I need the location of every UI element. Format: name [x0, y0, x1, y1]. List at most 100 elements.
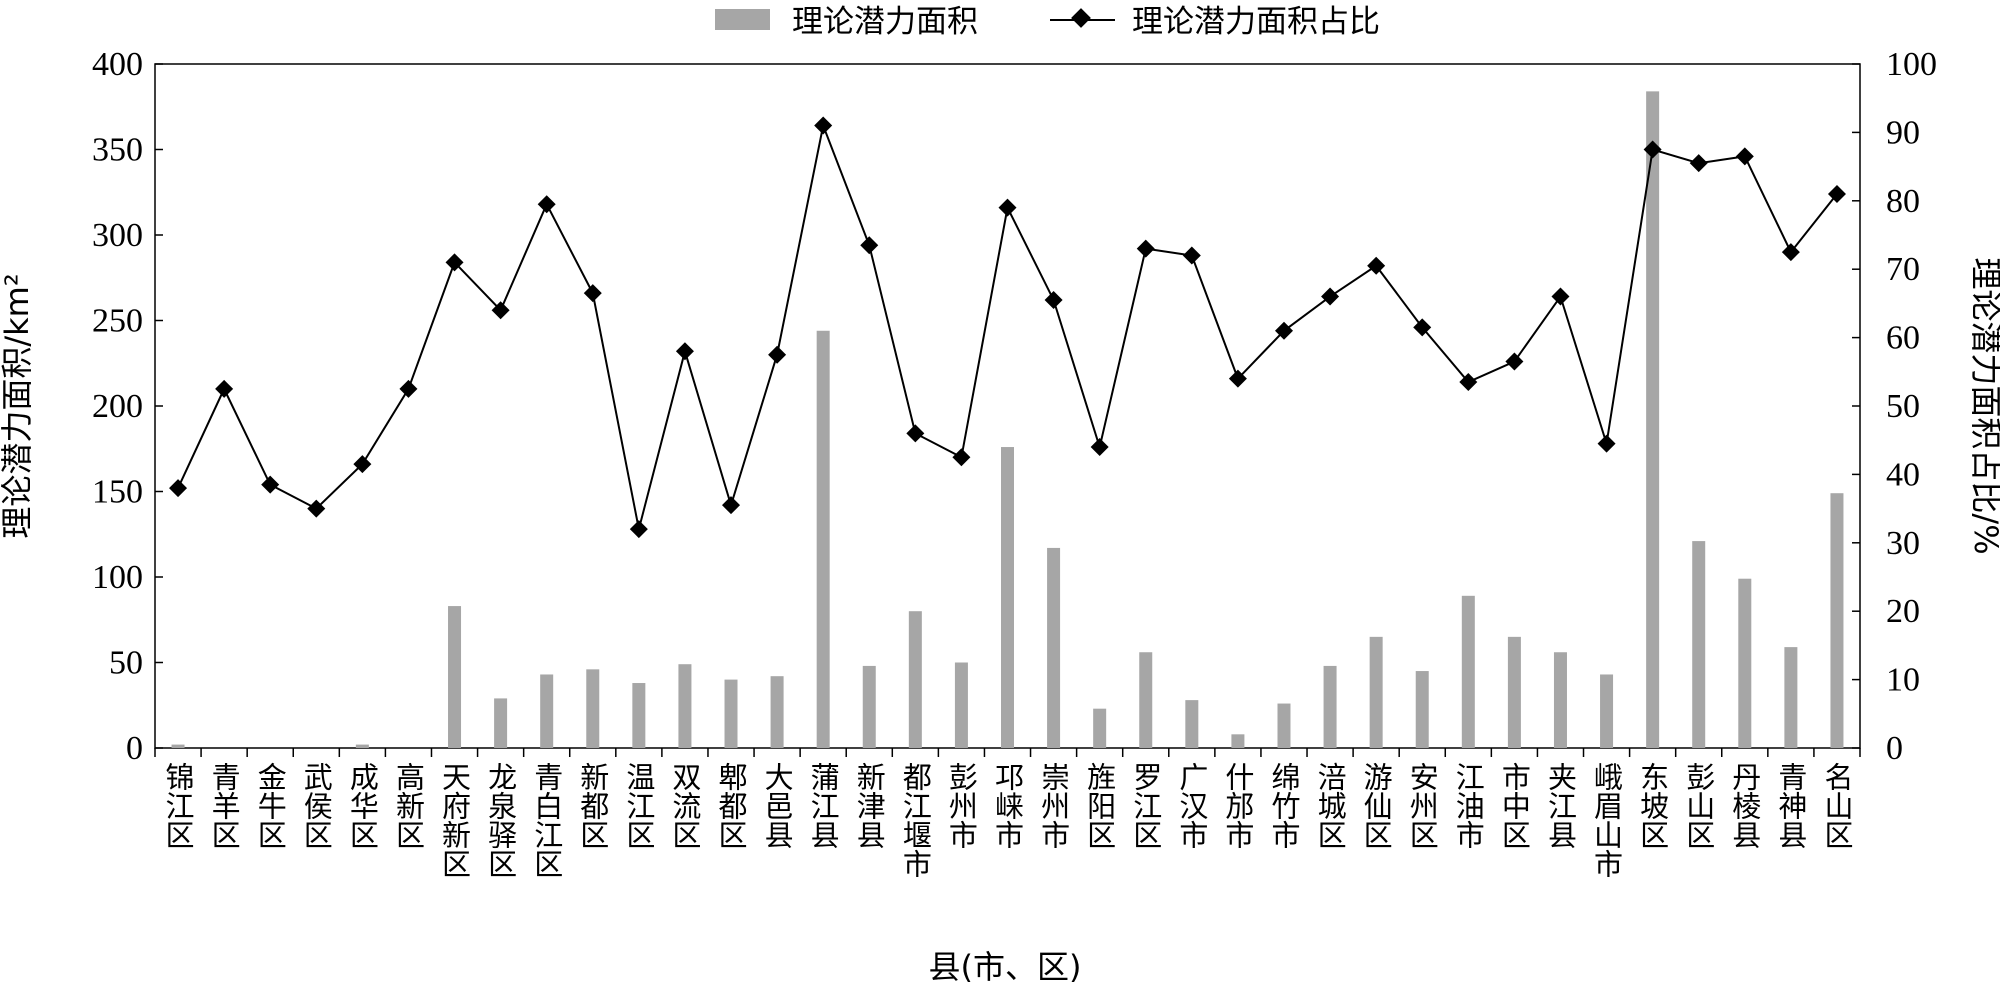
share-marker-16: [860, 236, 879, 255]
bar-21: [1093, 708, 1107, 748]
category-label-29: 江油市: [1451, 762, 1485, 849]
category-label-4: 武侯区: [299, 762, 333, 849]
share-marker-35: [1735, 147, 1754, 166]
bar-31: [1553, 652, 1567, 748]
share-marker-28: [1413, 318, 1432, 337]
bar-17: [908, 611, 922, 748]
left-tick-label: 0: [126, 730, 143, 767]
bar-9: [540, 674, 554, 748]
category-label-19: 邛崃市: [991, 762, 1025, 849]
left-tick-label: 250: [92, 303, 143, 340]
share-marker-8: [491, 301, 510, 320]
right-tick-label: 60: [1886, 320, 1920, 357]
category-label-31: 夹江县: [1543, 762, 1577, 849]
bar-30: [1507, 636, 1521, 748]
share-marker-20: [1044, 290, 1063, 309]
share-marker-1: [169, 479, 188, 498]
right-tick-label: 50: [1886, 388, 1920, 425]
category-label-5: 成华区: [345, 762, 379, 849]
bar-11: [632, 683, 646, 748]
share-marker-17: [906, 424, 925, 443]
bar-26: [1323, 665, 1337, 748]
category-label-15: 蒲江县: [806, 762, 840, 849]
share-marker-19: [998, 198, 1017, 217]
right-tick-label: 80: [1886, 183, 1920, 220]
bar-35: [1738, 578, 1752, 748]
share-marker-5: [353, 455, 372, 474]
bar-16: [862, 665, 876, 748]
category-label-33: 东坡区: [1636, 762, 1670, 849]
category-label-32: 峨眉山市: [1590, 762, 1624, 878]
bar-18: [954, 662, 968, 748]
legend-label-bars: 理论潜力面积: [792, 4, 978, 40]
right-tick-label: 30: [1886, 525, 1920, 562]
right-tick-label: 90: [1886, 114, 1920, 151]
legend-bar-swatch: [715, 9, 770, 30]
share-marker-36: [1781, 243, 1800, 262]
legend: 理论潜力面积 理论潜力面积占比: [715, 4, 1380, 40]
left-tick-label: 200: [92, 388, 143, 425]
bar-14: [770, 676, 784, 748]
share-marker-11: [629, 520, 648, 539]
share-marker-4: [307, 499, 326, 518]
bar-12: [678, 664, 692, 748]
share-marker-29: [1459, 373, 1478, 392]
right-tick-label: 10: [1886, 662, 1920, 699]
share-marker-7: [445, 253, 464, 272]
share-marker-10: [583, 284, 602, 303]
share-marker-15: [814, 116, 833, 135]
category-label-27: 游仙区: [1359, 762, 1393, 849]
share-marker-13: [722, 496, 741, 515]
line-series: [169, 116, 1846, 539]
category-label-23: 广汉市: [1175, 762, 1209, 849]
bar-13: [724, 679, 738, 748]
bar-22: [1139, 652, 1153, 748]
left-y-axis-title: 理论潜力面积/km²: [0, 273, 36, 538]
bar-7: [448, 606, 462, 748]
category-label-7: 天府新区: [438, 762, 472, 878]
category-label-16: 新津县: [852, 762, 886, 849]
right-y-axis-title: 理论潜力面积占比/%: [1967, 257, 2000, 554]
bar-29: [1461, 595, 1475, 748]
share-marker-30: [1505, 352, 1524, 371]
category-label-36: 青神县: [1774, 762, 1808, 849]
x-axis-title: 县(市、区): [929, 948, 1082, 985]
right-tick-label: 20: [1886, 593, 1920, 630]
share-marker-32: [1597, 434, 1616, 453]
share-marker-3: [261, 475, 280, 494]
category-label-21: 旌阳区: [1083, 762, 1117, 849]
category-label-26: 涪城区: [1313, 762, 1347, 849]
bar-24: [1231, 734, 1245, 748]
category-label-13: 郫都区: [714, 762, 748, 849]
category-label-12: 双流区: [668, 762, 702, 849]
right-tick-label: 100: [1886, 46, 1937, 83]
left-y-axis: 0 50 100 150 200 250 300 350 400: [92, 46, 163, 767]
category-label-8: 龙泉驿区: [484, 762, 518, 878]
bar-32: [1600, 674, 1614, 748]
category-label-34: 彭山区: [1682, 762, 1716, 849]
share-marker-34: [1689, 154, 1708, 173]
right-tick-label: 0: [1886, 730, 1903, 767]
category-label-3: 金牛区: [253, 762, 287, 849]
left-tick-label: 300: [92, 217, 143, 254]
category-label-2: 青羊区: [207, 762, 241, 849]
share-marker-25: [1274, 321, 1293, 340]
category-label-25: 绵竹市: [1267, 762, 1301, 849]
bar-19: [1001, 447, 1014, 748]
bar-27: [1369, 636, 1383, 748]
category-label-24: 什邡市: [1221, 762, 1255, 849]
share-marker-9: [537, 195, 556, 214]
legend-diamond-marker: [1071, 8, 1091, 28]
category-label-9: 青白江区: [530, 762, 564, 878]
bar-10: [586, 669, 600, 748]
bar-15: [816, 330, 830, 748]
share-marker-18: [952, 448, 971, 467]
share-marker-21: [1090, 438, 1109, 457]
bar-33: [1646, 91, 1660, 749]
legend-label-line: 理论潜力面积占比: [1132, 4, 1380, 40]
bar-5: [355, 744, 369, 748]
category-label-11: 温江区: [622, 762, 656, 849]
share-marker-14: [768, 345, 787, 364]
right-y-axis: 0 10 20 30 40 50 60 70 80 90 100: [1852, 46, 1937, 767]
